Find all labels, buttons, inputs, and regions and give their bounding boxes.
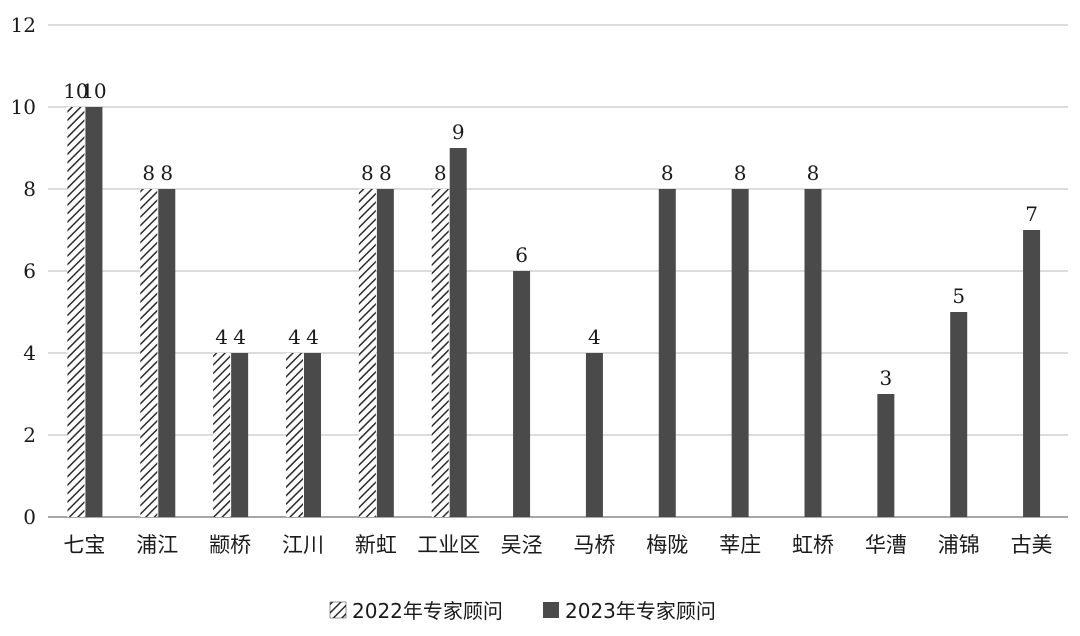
data-label-2023: 8 [661, 161, 674, 185]
data-label-2023: 4 [588, 325, 601, 349]
bar-2023 [376, 189, 394, 517]
legend: 2022年专家顾问 2023年专家顾问 [329, 599, 716, 623]
data-label-2023: 10 [81, 79, 106, 103]
data-label-2023: 8 [379, 161, 392, 185]
y-tick-label: 4 [23, 341, 36, 365]
x-axis: 七宝 浦江 颛桥 江川 新虹 工业区 吴泾 马桥 梅陇 莘庄 虹桥 华漕 浦锦 古美 [63, 533, 1052, 557]
x-tick-label: 梅陇 [646, 533, 688, 557]
data-label-2023: 9 [452, 120, 465, 144]
bar-2023 [513, 271, 531, 517]
bar-2023 [449, 148, 467, 517]
bar-2023 [877, 394, 895, 517]
x-tick-label: 华漕 [865, 533, 907, 557]
x-tick-label: 古美 [1011, 533, 1053, 557]
data-label-2022: 4 [215, 325, 228, 349]
data-label-2022: 8 [361, 161, 374, 185]
bar-2023 [658, 189, 676, 517]
y-tick-label: 2 [23, 423, 36, 447]
data-label-2022: 8 [434, 161, 447, 185]
bar-2023 [1023, 230, 1041, 517]
y-axis: 0 2 4 6 8 10 12 [11, 13, 36, 529]
data-label-2022: 10 [63, 79, 88, 103]
x-tick-label: 工业区 [417, 533, 480, 557]
bar-2022 [67, 107, 85, 517]
data-label-2023: 8 [734, 161, 747, 185]
x-tick-label: 吴泾 [501, 533, 543, 557]
y-tick-label: 0 [23, 505, 36, 529]
data-label-2023: 8 [807, 161, 820, 185]
x-tick-label: 虹桥 [792, 533, 834, 557]
data-label-2023: 5 [952, 284, 965, 308]
x-tick-label: 莘庄 [719, 533, 761, 557]
x-tick-label: 江川 [282, 533, 324, 557]
bar-2023 [804, 189, 822, 517]
data-label-2022: 4 [288, 325, 301, 349]
bar-2023 [585, 353, 603, 517]
y-tick-label: 12 [11, 13, 36, 37]
data-label-2022: 8 [142, 161, 155, 185]
bar-2023 [85, 107, 103, 517]
gridlines [48, 24, 1068, 518]
data-label-2023: 8 [160, 161, 173, 185]
bar-2022 [213, 353, 231, 517]
y-tick-label: 8 [23, 177, 36, 201]
data-label-2023: 3 [879, 366, 892, 390]
bar-2022 [358, 189, 376, 517]
bar-2023 [731, 189, 749, 517]
x-tick-label: 新虹 [355, 533, 397, 557]
x-tick-label: 马桥 [573, 533, 615, 557]
bar-2023 [158, 189, 176, 517]
bar-2022 [431, 189, 449, 517]
legend-label-2023: 2023年专家顾问 [565, 599, 716, 623]
x-tick-label: 浦锦 [938, 533, 980, 557]
legend-swatch-2022 [329, 601, 347, 619]
x-tick-label: 颛桥 [209, 533, 251, 557]
legend-swatch-2023 [543, 602, 559, 618]
x-tick-label: 浦江 [136, 533, 178, 557]
bar-2023 [304, 353, 321, 517]
legend-label-2022: 2022年专家顾问 [352, 599, 503, 623]
data-label-2023: 4 [306, 325, 319, 349]
bar-2022 [140, 189, 158, 517]
bar-2023 [231, 353, 249, 517]
y-tick-label: 6 [23, 259, 36, 283]
data-label-2023: 6 [515, 243, 528, 267]
x-tick-label: 七宝 [63, 533, 105, 557]
y-tick-label: 10 [11, 95, 36, 119]
bar-2022 [286, 353, 303, 517]
data-label-2023: 4 [233, 325, 246, 349]
data-label-2023: 7 [1025, 202, 1038, 226]
bar-2023 [950, 312, 968, 517]
